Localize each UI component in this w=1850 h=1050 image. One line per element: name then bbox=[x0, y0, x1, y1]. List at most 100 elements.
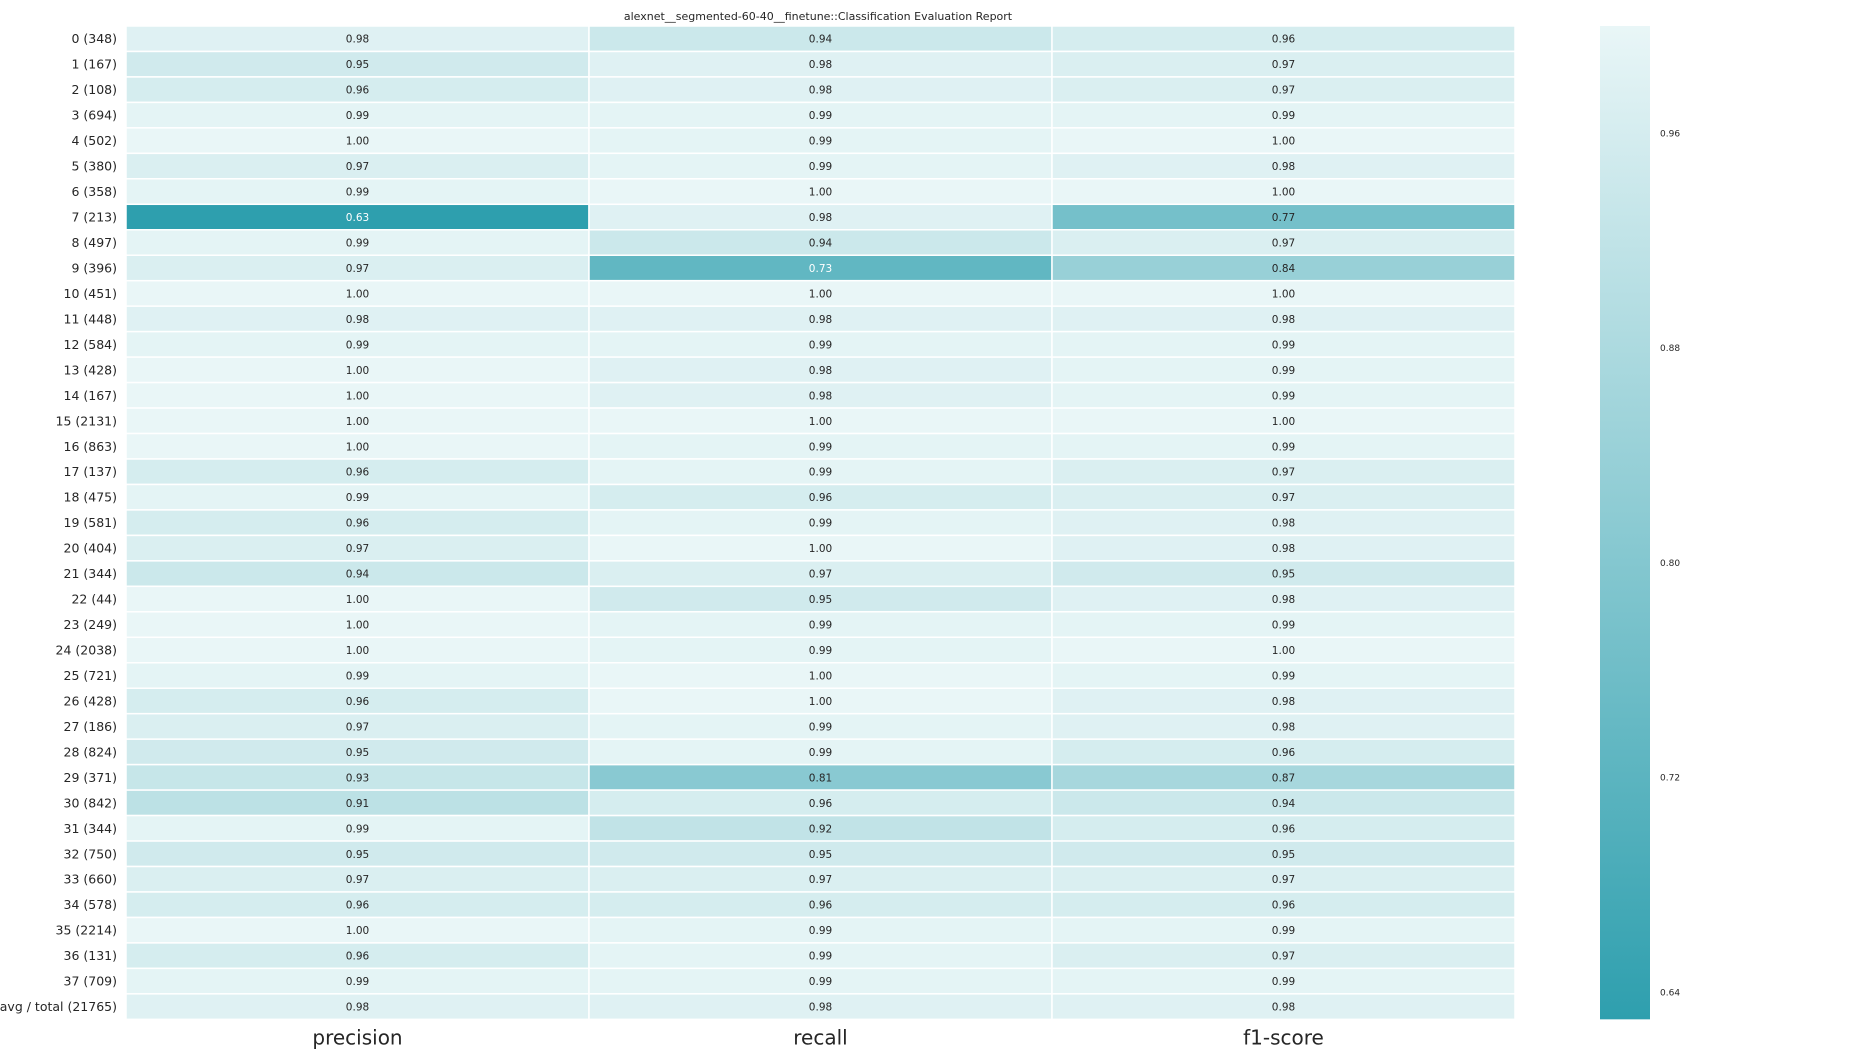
colorbar-tick-label: 0.72 bbox=[1660, 774, 1680, 784]
cell-value-label: 1.00 bbox=[1272, 187, 1295, 199]
row-label: 10 (451) bbox=[64, 286, 118, 301]
cell-value-label: 0.99 bbox=[346, 187, 369, 199]
cell-value-label: 0.96 bbox=[809, 798, 833, 810]
cell-value-label: 0.99 bbox=[809, 441, 832, 453]
row-label: 5 (380) bbox=[71, 159, 117, 174]
heatmap-cell bbox=[125, 712, 590, 740]
cell-value-label: 0.99 bbox=[809, 339, 832, 351]
heatmap-cell bbox=[1051, 432, 1516, 460]
cell-value-label: 1.00 bbox=[809, 543, 832, 555]
row-label: 4 (502) bbox=[71, 133, 117, 148]
cell-value-label: 0.96 bbox=[1272, 34, 1296, 46]
row-label: 36 (131) bbox=[64, 948, 118, 963]
cell-value-label: 1.00 bbox=[1272, 136, 1295, 148]
cell-value-label: 0.99 bbox=[1272, 976, 1295, 988]
cell-value-label: 0.96 bbox=[809, 900, 833, 912]
colorbar: 0.96 0.88 0.80 0.72 0.64 bbox=[1600, 26, 1680, 1020]
row-label: 18 (475) bbox=[64, 490, 118, 505]
row-label: 14 (167) bbox=[64, 388, 118, 403]
cell-value-label: 0.96 bbox=[1272, 823, 1296, 835]
cell-value-label: 0.97 bbox=[1272, 492, 1295, 504]
heatmap-cell bbox=[125, 483, 590, 511]
row-label: 21 (344) bbox=[64, 566, 118, 581]
heatmap-cell bbox=[588, 993, 1053, 1021]
row-labels: 0 (348) 1 (167) 2 (108) 3 (694) 4 (502) 5 (38… bbox=[0, 31, 117, 1014]
row-label: 22 (44) bbox=[71, 592, 117, 607]
cell-value-label: 0.98 bbox=[809, 85, 832, 97]
heatmap-cell bbox=[1051, 381, 1516, 409]
cell-value-label: 1.00 bbox=[809, 696, 832, 708]
row-label: 11 (448) bbox=[64, 311, 118, 326]
heatmap-cell bbox=[588, 25, 1053, 53]
cell-value-label: 1.00 bbox=[346, 594, 369, 606]
heatmap-cell bbox=[588, 814, 1053, 842]
cell-value-label: 1.00 bbox=[809, 187, 832, 199]
heatmap-cell bbox=[125, 840, 590, 868]
cell-value-label: 1.00 bbox=[1272, 416, 1295, 428]
heatmap-cell bbox=[588, 458, 1053, 486]
heatmap-cell bbox=[588, 840, 1053, 868]
cell-value-label: 0.97 bbox=[346, 721, 369, 733]
heatmap-cell bbox=[125, 101, 590, 129]
column-labels: precision recall f1-score bbox=[312, 1025, 1323, 1049]
heatmap-cell bbox=[125, 534, 590, 562]
cell-value-label: 0.98 bbox=[346, 1002, 369, 1014]
cell-value-label: 0.98 bbox=[1272, 161, 1295, 173]
cell-value-label: 0.99 bbox=[1272, 925, 1295, 937]
cell-value-label: 0.99 bbox=[1272, 110, 1295, 122]
cell-value-label: 0.98 bbox=[1272, 721, 1295, 733]
cell-value-label: 1.00 bbox=[1272, 645, 1295, 657]
heatmap-cell bbox=[1051, 203, 1516, 231]
cell-value-label: 0.97 bbox=[346, 543, 369, 555]
row-label: 15 (2131) bbox=[56, 413, 117, 428]
cell-value-label: 1.00 bbox=[346, 288, 369, 300]
cell-value-label: 0.96 bbox=[809, 492, 833, 504]
heatmap-cell bbox=[1051, 865, 1516, 893]
cell-value-label: 0.99 bbox=[346, 492, 369, 504]
cell-value-label: 0.98 bbox=[809, 390, 832, 402]
heatmap-cell bbox=[588, 127, 1053, 155]
row-label: 33 (660) bbox=[64, 872, 118, 887]
cell-value-label: 1.00 bbox=[346, 365, 369, 377]
heatmap-cell bbox=[125, 152, 590, 180]
cell-value-label: 0.84 bbox=[1272, 263, 1296, 275]
heatmap-cell bbox=[588, 636, 1053, 664]
cell-value-label: 0.99 bbox=[809, 620, 832, 632]
heatmap-cell bbox=[125, 967, 590, 995]
heatmap-cell bbox=[1051, 993, 1516, 1021]
row-label: 37 (709) bbox=[64, 974, 118, 989]
cell-value-label: 0.99 bbox=[1272, 339, 1295, 351]
heatmap-cell bbox=[1051, 305, 1516, 333]
heatmap-cell bbox=[588, 254, 1053, 282]
row-label: 20 (404) bbox=[64, 541, 118, 556]
cell-value-label: 0.99 bbox=[809, 161, 832, 173]
row-label: 25 (721) bbox=[64, 668, 118, 683]
cell-value-label: 0.94 bbox=[809, 34, 833, 46]
cell-value-label: 0.99 bbox=[1272, 620, 1295, 632]
heatmap-cell bbox=[125, 407, 590, 435]
row-label: 27 (186) bbox=[64, 719, 118, 734]
row-label: 6 (358) bbox=[71, 184, 117, 199]
heatmap-cell bbox=[588, 76, 1053, 104]
row-label: 26 (428) bbox=[64, 693, 118, 708]
cell-value-label: 0.97 bbox=[1272, 59, 1295, 71]
cell-value-label: 0.94 bbox=[346, 569, 370, 581]
cell-value-label: 0.95 bbox=[1272, 569, 1295, 581]
cell-value-label: 0.96 bbox=[346, 951, 370, 963]
cell-value-label: 0.98 bbox=[1272, 314, 1295, 326]
cell-value-label: 0.95 bbox=[809, 849, 832, 861]
row-label: 23 (249) bbox=[64, 617, 118, 632]
cell-value-label: 0.93 bbox=[346, 772, 369, 784]
cell-value-label: 1.00 bbox=[809, 670, 832, 682]
cell-value-label: 0.98 bbox=[809, 314, 832, 326]
heatmap-cell bbox=[1051, 178, 1516, 206]
row-label: 30 (842) bbox=[64, 795, 118, 810]
cell-value-label: 0.81 bbox=[809, 772, 832, 784]
heatmap-cell bbox=[1051, 916, 1516, 944]
heatmap-cell bbox=[125, 279, 590, 307]
row-label: 31 (344) bbox=[64, 821, 118, 836]
heatmap-cell bbox=[125, 662, 590, 689]
heatmap-cell bbox=[125, 178, 590, 206]
heatmap-cell bbox=[588, 178, 1053, 206]
